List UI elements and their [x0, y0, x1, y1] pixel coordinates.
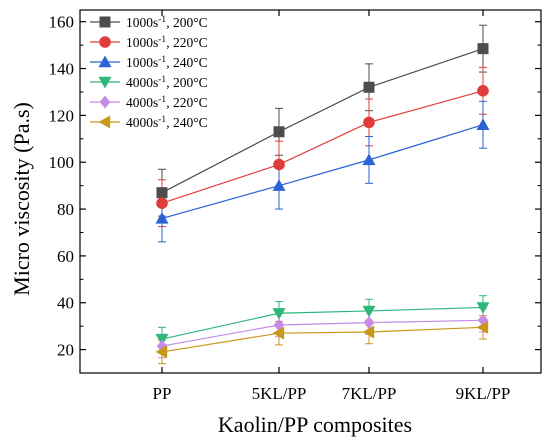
data-point [155, 211, 169, 224]
data-point [476, 118, 490, 130]
series-line-4 [161, 319, 484, 347]
y-tick-label: 100 [49, 153, 75, 172]
legend-label-rest: , 240°C [166, 115, 207, 130]
y-tick-label: 120 [49, 106, 75, 125]
legend-marker [98, 55, 112, 68]
legend-label-rest: , 200°C [166, 75, 207, 90]
legend-label-sup: -1 [158, 35, 166, 45]
legend-label: 4000s-1, 220°C [126, 95, 208, 110]
legend-label-main: 4000s [126, 95, 158, 110]
y-tick-label: 60 [57, 247, 74, 266]
legend-marker [98, 76, 112, 89]
legend-label: 1000s-1, 240°C [126, 55, 208, 70]
legend-label-rest: , 220°C [166, 95, 207, 110]
data-point [476, 320, 489, 334]
legend-marker [99, 16, 111, 28]
data-point [363, 116, 375, 129]
x-tick-label: 9KL/PP [456, 384, 511, 403]
legend-label-sup: -1 [158, 95, 166, 105]
y-tick-label: 140 [49, 60, 75, 79]
legend-label: 4000s-1, 200°C [126, 75, 208, 90]
data-point [273, 158, 285, 171]
legend-label-sup: -1 [158, 115, 166, 125]
data-point [156, 187, 168, 199]
data-point [362, 305, 376, 318]
legend-label-sup: -1 [158, 15, 166, 25]
data-point [363, 81, 375, 93]
legend-label-rest: , 240°C [166, 55, 207, 70]
y-axis-title: Micro viscosity (Pa.s) [9, 102, 34, 296]
series-line-3 [161, 306, 484, 340]
data-point [476, 302, 490, 314]
y-tick-label: 40 [57, 294, 74, 313]
x-axis-ticks: PP 5KL/PP 7KL/PP 9KL/PP [153, 10, 511, 403]
data-point [272, 326, 285, 340]
legend-label-main: 1000s [126, 35, 158, 50]
legend-label-main: 4000s [126, 75, 158, 90]
data-point [155, 345, 168, 359]
series-markers [155, 43, 490, 359]
data-point [156, 197, 168, 210]
series-line-0 [161, 48, 484, 194]
plot-frame [79, 9, 542, 374]
x-tick-label: 7KL/PP [342, 384, 397, 403]
series-lines [161, 48, 484, 353]
y-tick-label: 20 [57, 341, 74, 360]
legend-label-rest: , 220°C [166, 35, 207, 50]
legend-label-main: 4000s [126, 115, 158, 130]
legend-marker [98, 115, 111, 129]
data-point [272, 179, 286, 191]
data-point [363, 316, 375, 330]
y-axis-ticks: 20 40 60 80 100 120 140 160 [49, 13, 541, 360]
legend-marker [99, 36, 111, 48]
data-point [156, 339, 168, 353]
legend-label: 4000s-1, 240°C [126, 115, 208, 130]
x-tick-label: 5KL/PP [252, 384, 307, 403]
legend-label-sup: -1 [158, 55, 166, 65]
data-point [362, 325, 375, 339]
data-point [477, 43, 489, 55]
y-tick-label: 80 [57, 200, 74, 219]
data-point [477, 84, 489, 97]
data-point [273, 126, 285, 138]
series-line-1 [161, 90, 484, 204]
legend-marker [99, 95, 111, 109]
legend-label: 1000s-1, 200°C [126, 15, 208, 30]
x-tick-label: PP [153, 384, 172, 403]
series-line-2 [161, 124, 484, 220]
data-point [362, 153, 376, 166]
legend-label-sup: -1 [158, 75, 166, 85]
legend-label-main: 1000s [126, 55, 158, 70]
legend-label-main: 1000s [126, 15, 158, 30]
legend-label-rest: , 200°C [166, 15, 207, 30]
plot-area [79, 9, 542, 374]
data-point [272, 308, 286, 320]
legend-label: 1000s-1, 220°C [126, 35, 208, 50]
y-tick-label: 160 [49, 13, 75, 32]
x-axis-title: Kaolin/PP composites [218, 412, 412, 437]
series-line-5 [161, 326, 484, 353]
